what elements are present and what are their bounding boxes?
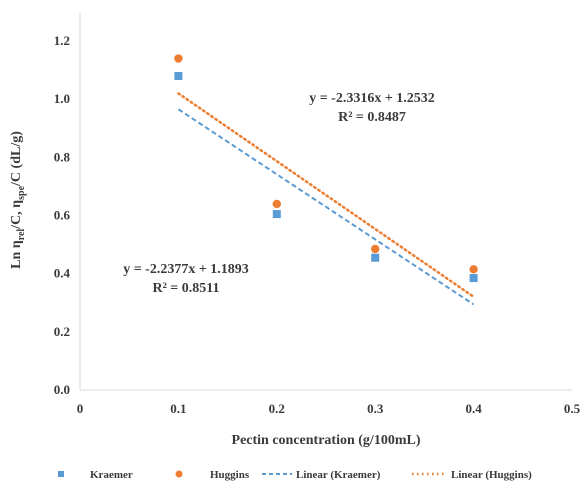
x-tick-label: 0 (77, 401, 84, 416)
y-title-sub-spe: spe (16, 185, 27, 199)
y-tick-label: 0.4 (54, 266, 71, 281)
r2-huggins: R² = 0.8487 (338, 110, 406, 125)
legend-label-huggins: Huggins (210, 469, 250, 481)
y-tick-labels: 0.0 0.2 0.4 0.6 0.8 1.0 1.2 (54, 33, 71, 397)
y-title-sub-rel: rel (16, 229, 27, 241)
point-kraemer (272, 210, 281, 219)
y-title-part-2: /C, η (9, 200, 24, 230)
trendlines (177, 92, 475, 306)
equation-huggins: y = -2.3316x + 1.2532 (309, 91, 435, 106)
y-tick-label: 0.0 (54, 382, 70, 397)
y-tick-label: 0.2 (54, 324, 70, 339)
point-kraemer (469, 274, 478, 283)
point-kraemer (174, 71, 183, 80)
x-tick-label: 0.4 (465, 401, 482, 416)
x-tick-label: 0.5 (564, 401, 580, 416)
y-tick-label: 0.8 (54, 149, 71, 164)
y-axis-title: Ln ηrel/C, ηspe/C (dL/g) (9, 131, 27, 269)
x-tick-label: 0.3 (367, 401, 384, 416)
legend-label-linear-kraemer: Linear (Kraemer) (296, 469, 381, 481)
point-huggins (371, 244, 380, 254)
legend-marker-kraemer (58, 471, 64, 477)
y-tick-label: 0.6 (54, 208, 71, 223)
y-title-part-3: /C (dL/g) (9, 131, 24, 187)
point-huggins (174, 54, 183, 63)
legend-label-linear-huggins: Linear (Huggins) (451, 469, 532, 481)
y-tick-label: 1.0 (54, 91, 70, 106)
x-axis-title: Pectin concentration (g/100mL) (232, 433, 421, 448)
y-title-part-1: Ln η (9, 240, 24, 269)
trendline-kraemer (177, 108, 475, 306)
point-huggins (272, 199, 281, 209)
x-tick-label: 0.1 (170, 401, 186, 416)
data-points (174, 54, 478, 283)
legend-label-kraemer: Kraemer (90, 469, 133, 481)
trendline-huggins (177, 92, 475, 299)
point-kraemer (371, 253, 380, 262)
legend: Kraemer Huggins Linear (Kraemer) Linear … (58, 469, 532, 481)
r2-kraemer: R² = 0.8511 (152, 281, 219, 296)
axes-layer (79, 12, 572, 391)
y-tick-label: 1.2 (54, 33, 70, 48)
equation-kraemer: y = -2.2377x + 1.1893 (123, 262, 249, 277)
x-tick-labels: 0 0.1 0.2 0.3 0.4 0.5 (77, 401, 580, 416)
legend-marker-huggins (175, 470, 183, 478)
point-huggins (469, 265, 478, 274)
x-tick-label: 0.2 (269, 401, 285, 416)
